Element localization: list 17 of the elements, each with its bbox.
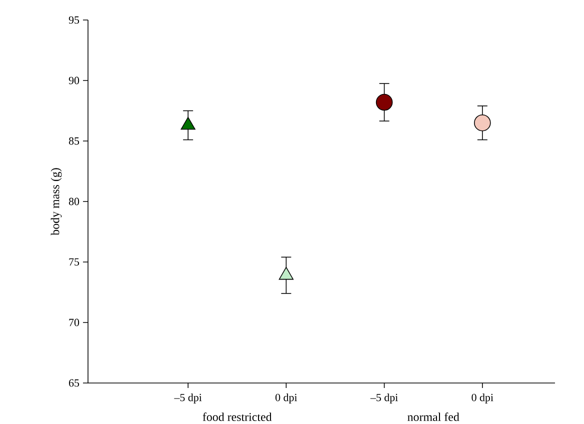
y-tick-label: 65	[68, 379, 80, 386]
x-tick-label: 0 dpi	[275, 393, 298, 404]
text: food restricted	[202, 412, 272, 421]
y-tick-label: 75	[69, 258, 80, 266]
x-tick-label: 0 dpi	[472, 393, 494, 404]
y-tick-label: 80	[68, 198, 80, 206]
point	[474, 114, 491, 132]
text: normal fed	[408, 412, 460, 421]
point	[278, 266, 294, 280]
point	[376, 94, 393, 110]
y-tick-label: 85	[68, 137, 80, 145]
y-tick-label: 70	[69, 318, 80, 326]
y-axis-title: body mass (g)	[50, 168, 62, 236]
x-tick-label: –5 dpi	[174, 393, 202, 404]
y-tick-label: 90	[68, 76, 80, 84]
x-tick-label: –5 dpi	[370, 393, 398, 404]
y-tick-label: 95	[68, 16, 80, 24]
